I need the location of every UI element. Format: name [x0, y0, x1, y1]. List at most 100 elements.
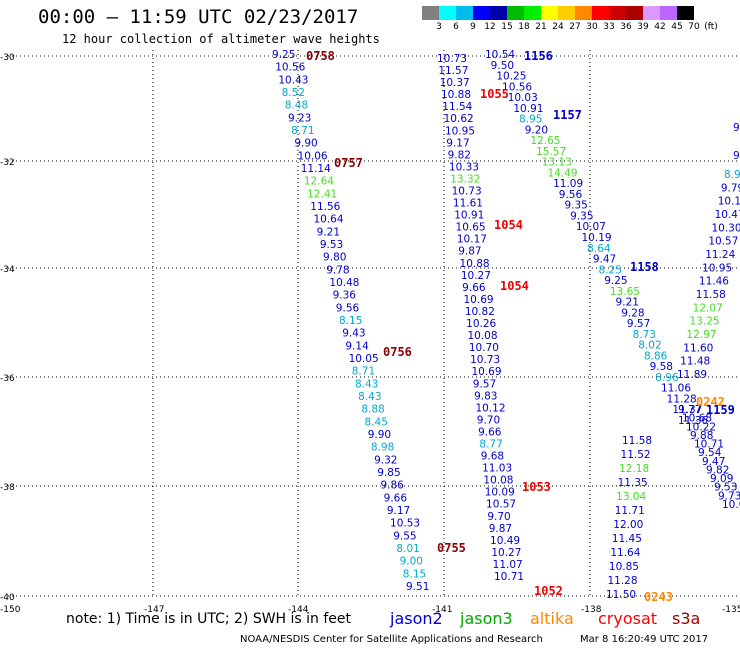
latitude-label: -32	[0, 158, 15, 168]
credit-date: Mar 8 16:20:49 UTC 2017	[580, 634, 709, 645]
latitude-label: -34	[0, 265, 15, 275]
time-label: 1159	[706, 403, 735, 417]
wave-height-value: 10.37	[440, 77, 470, 89]
wave-height-value: 11.03	[482, 463, 512, 475]
color-scale-label: 45	[671, 22, 683, 32]
color-swatch	[473, 6, 490, 20]
wave-height-value: 11.50	[606, 589, 636, 601]
wave-height-value: 10.09	[485, 487, 515, 499]
satellite-name: cryosat	[598, 609, 658, 628]
wave-height-value: 10.56	[502, 81, 532, 93]
wave-height-value: 9.86	[380, 480, 404, 492]
wave-height-value: 10.0	[722, 499, 740, 511]
color-swatch	[422, 6, 439, 20]
latitude-label: -36	[0, 374, 15, 384]
color-swatch	[558, 6, 575, 20]
wave-height-value: 8.96	[655, 372, 679, 384]
wave-height-value: 12.07	[693, 302, 723, 314]
wave-height-value: 9.53	[714, 482, 737, 494]
wave-height-value: 13.13	[542, 157, 572, 169]
wave-height-value: 10.05	[349, 353, 379, 365]
color-swatch	[439, 6, 456, 20]
wave-height-value: 9.53	[320, 239, 343, 251]
wave-height-value: 9.88	[690, 430, 713, 442]
color-scale-label: 33	[603, 22, 615, 32]
wave-height-value: 8.90	[724, 169, 740, 181]
wave-height-value: 11.60	[683, 342, 713, 354]
time-label: 0755	[437, 541, 466, 555]
wave-height-value: 11.64	[610, 547, 640, 559]
wave-height-value: 11.07	[493, 559, 523, 571]
wave-height-value: 8.25	[599, 264, 622, 276]
wave-height-value: 10.43	[278, 74, 308, 86]
wave-height-value: 9.58	[650, 361, 673, 373]
wave-height-value: 11.28	[667, 393, 697, 405]
wave-height-value: 8.71	[291, 125, 314, 137]
wave-height-value: 11.35	[618, 477, 648, 489]
wave-height-value: 9.82	[706, 464, 729, 476]
wave-height-value: 9.09	[710, 473, 733, 485]
longitude-label: -141	[432, 605, 452, 615]
wave-height-value: 11.58	[696, 289, 726, 301]
wave-height-value: 10.95	[702, 262, 732, 274]
wave-height-value: 10.73	[452, 186, 482, 198]
longitude-label: -147	[144, 605, 164, 615]
wave-height-value: 11.71	[615, 505, 645, 517]
map-subtitle: 12 hour collection of altimeter wave hei…	[62, 32, 380, 46]
wave-height-value: 12.18	[619, 463, 649, 475]
color-swatch	[456, 6, 473, 20]
wave-height-value: 10.73	[437, 53, 467, 65]
wave-height-value: 12.00	[613, 519, 643, 531]
wave-height-value: 11.89	[677, 369, 707, 381]
wave-height-value: 9.50	[491, 60, 514, 72]
latitude-label: -30	[0, 53, 15, 63]
wave-height-value: 9.00	[400, 556, 423, 568]
wave-height-value: 9.79	[721, 182, 740, 194]
longitude-label: -138	[581, 605, 602, 615]
time-label: 1054	[494, 218, 523, 232]
wave-height-value: 10.71	[494, 571, 524, 583]
color-swatch	[490, 6, 507, 20]
wave-height-value: 15.57	[536, 146, 566, 158]
time-label: 0757	[334, 156, 363, 170]
wave-height-value: 10.62	[444, 113, 474, 125]
wave-height-value: 9.90	[294, 138, 317, 150]
wave-height-value: 12.41	[307, 188, 337, 200]
wave-height-value: 9.17	[387, 505, 410, 517]
wave-height-value: 8.88	[361, 404, 384, 416]
wave-height-value: 10.17	[457, 234, 487, 246]
wave-height-value: 8.73	[633, 329, 656, 341]
wave-height-value: 10.49	[490, 535, 520, 547]
wave-height-value: 9	[733, 122, 740, 134]
wave-height-value: 8.43	[358, 391, 381, 403]
wave-height-value: 10.73	[470, 354, 500, 366]
wave-height-value: 10.53	[390, 518, 420, 530]
wave-height-value: 9.47	[593, 254, 616, 266]
wave-height-value: 10.56	[275, 62, 305, 74]
wave-height-value: 11.61	[453, 198, 483, 210]
wave-height-value: 9	[733, 150, 740, 162]
wave-height-value: 10.70	[469, 342, 499, 354]
wave-height-value: 9.90	[368, 429, 391, 441]
wave-height-value: 8.01	[396, 543, 419, 555]
wave-height-value: 9.28	[621, 307, 644, 319]
satellite-name: jason2	[390, 609, 443, 628]
wave-height-value: 10.82	[465, 306, 495, 318]
wave-height-value: 9.35	[570, 210, 593, 222]
color-swatch	[592, 6, 609, 20]
wave-height-value: 10.57	[486, 499, 516, 511]
longitude-label: -135	[722, 605, 740, 615]
wave-height-value: 10.91	[513, 103, 543, 115]
color-swatch	[643, 6, 660, 20]
color-scale-label: 42	[654, 22, 666, 32]
wave-height-value: 8.48	[285, 100, 308, 112]
wave-height-value: 9.77	[678, 404, 701, 416]
wave-height-value: 10.08	[483, 475, 513, 487]
wave-height-value: 9.43	[342, 328, 365, 340]
wave-height-value: 10.48	[329, 277, 359, 289]
wave-height-value: 10.47	[715, 209, 740, 221]
wave-height-value: 11.57	[438, 65, 468, 77]
time-label: 1052	[534, 584, 563, 598]
wave-height-value: 8.02	[638, 340, 661, 352]
